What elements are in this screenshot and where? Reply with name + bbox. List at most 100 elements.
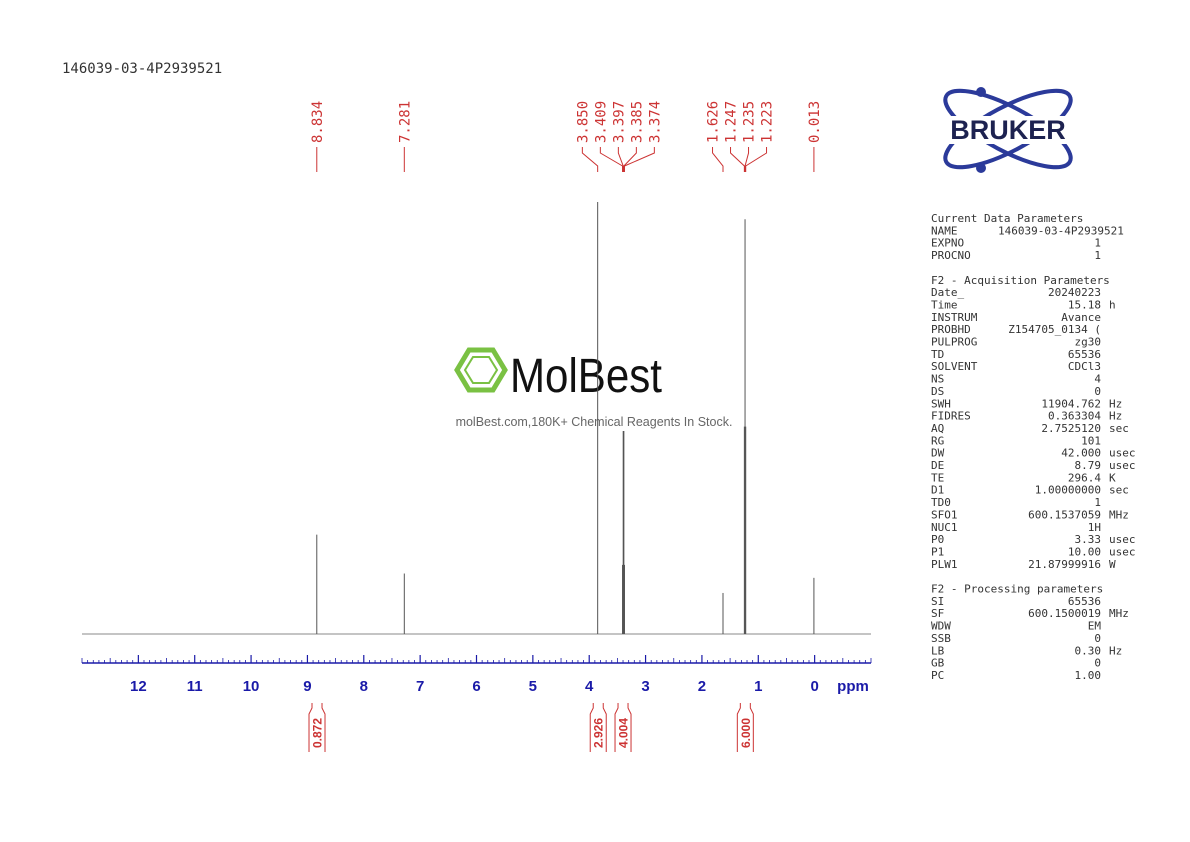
parameter-unit: Hz [1109,410,1122,423]
parameter-unit: sec [1109,484,1129,497]
logo-orbit [943,88,1073,170]
parameter-name: P0 [931,533,944,546]
parameter-name: SF [931,607,944,620]
x-axis-label: ppm [837,678,869,695]
parameter-unit: usec [1109,533,1136,546]
parameter-name: NUC1 [931,521,958,534]
peak-leader [745,147,768,172]
parameter-name: INSTRUM [931,311,978,324]
parameter-unit: K [1109,471,1116,484]
peak-label: 8.834 [310,101,326,143]
parameter-name: SWH [931,397,951,410]
parameter-name: DS [931,385,944,398]
logo-dot [976,87,986,97]
parameter-value: 0 [1094,632,1101,645]
parameter-name: AQ [931,422,944,435]
logo-dot [976,163,986,173]
watermark-tagline: molBest.com,180K+ Chemical Reagents In S… [456,415,733,429]
peak-leader [623,147,655,172]
parameter-value: 0.30 [1075,644,1102,657]
parameter-name: FIDRES [931,410,971,423]
parameter-name: DW [931,447,945,460]
parameter-name: D1 [931,484,944,497]
parameter-value: 20240223 [1048,286,1101,299]
x-tick-label: 3 [641,678,649,695]
parameter-value: Avance [1061,311,1101,324]
peak-label: 1.235 [742,101,758,143]
integral: 2.926 [589,703,607,752]
parameter-value: 1 [1094,496,1101,509]
x-tick-label: 11 [187,678,203,695]
parameter-name: EXPNO [931,237,964,250]
parameter-unit: W [1109,558,1116,571]
parameter-value: 0.363304 [1048,410,1101,423]
parameter-value: 0 [1094,657,1101,670]
parameter-value: Z154705_0134 ( [1008,323,1101,336]
parameter-value: 65536 [1068,348,1101,361]
parameter-value: 10.00 [1068,545,1101,558]
parameter-name: SSB [931,632,951,645]
parameter-value: 1 [1094,237,1101,250]
parameter-unit: usec [1109,459,1136,472]
integral-bracket [736,703,754,752]
peak-label: 0.013 [807,101,823,143]
parameter-name: P1 [931,545,944,558]
integral-label: 6.000 [739,718,753,748]
parameter-name: PROCNO [931,249,971,262]
peak-leader [712,147,724,172]
chart-title: 146039-03-4P2939521 [62,61,222,77]
parameter-value: 146039-03-4P2939521 [998,224,1124,237]
peak-leader [623,147,637,172]
parameter-value: 2.7525120 [1041,422,1101,435]
peak-leader [744,147,750,172]
parameter-value: 1.00000000 [1035,484,1101,497]
peak-label: 1.223 [760,101,776,143]
x-tick-label: 10 [243,678,260,695]
x-tick-label: 7 [416,678,424,695]
parameter-name: TE [931,471,944,484]
x-tick-label: 2 [698,678,706,695]
parameter-name: Time [931,298,958,311]
parameter-value: 15.18 [1068,298,1101,311]
parameter-value: 1.00 [1075,669,1102,682]
peak-label: 3.850 [575,101,591,143]
x-tick-label: 9 [303,678,311,695]
watermark-icon [454,347,508,393]
parameter-value: 1 [1094,249,1101,262]
integral-bracket [308,703,326,752]
x-tick-label: 0 [810,678,818,695]
integral: 0.872 [308,703,326,752]
integral: 6.000 [736,703,754,752]
peak-label: 3.397 [611,101,627,143]
x-tick-label: 5 [529,678,537,695]
parameter-value: 1H [1088,521,1101,534]
x-tick-label: 1 [754,678,762,695]
parameter-name: RG [931,434,944,447]
parameter-value: 65536 [1068,595,1101,608]
integral-bracket [614,703,632,752]
parameter-value: 11904.762 [1041,397,1101,410]
logo-orbit [943,88,1073,170]
parameter-value: 8.79 [1075,459,1102,472]
peak-leader [581,147,599,172]
x-tick-label: 4 [585,678,594,695]
parameter-unit: usec [1109,447,1136,460]
parameter-name: LB [931,644,945,657]
parameter-unit: h [1109,298,1116,311]
integral-label: 2.926 [592,718,606,748]
integral-label: 4.004 [617,718,631,748]
parameter-name: Date_ [931,286,964,299]
parameter-unit: Hz [1109,644,1122,657]
parameter-name: NAME [931,224,958,237]
parameter-name: DE [931,459,944,472]
parameter-name: WDW [931,620,951,633]
x-tick-label: 12 [130,678,147,695]
parameter-name: PULPROG [931,336,977,349]
parameter-value: 101 [1081,434,1101,447]
parameter-value: 600.1500019 [1028,607,1101,620]
parameter-name: TD0 [931,496,951,509]
parameter-section-title: F2 - Acquisition Parameters [931,274,1110,287]
parameter-name: NS [931,373,944,386]
